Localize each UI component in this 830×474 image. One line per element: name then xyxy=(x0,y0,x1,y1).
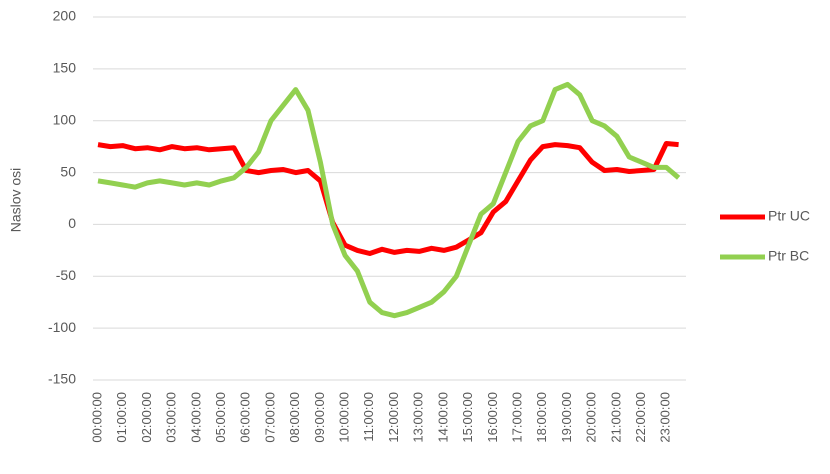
y-tick-label: 0 xyxy=(68,215,76,231)
x-tick-label: 20:00:00 xyxy=(584,392,599,443)
x-tick-label: 13:00:00 xyxy=(411,392,426,443)
legend-label: Ptr UC xyxy=(768,208,810,224)
x-tick-label: 12:00:00 xyxy=(386,392,401,443)
x-tick-label: 14:00:00 xyxy=(435,392,450,443)
y-tick-label: 100 xyxy=(53,111,77,127)
x-tick-label: 11:00:00 xyxy=(361,392,376,442)
y-axis-label: Naslov osi xyxy=(8,168,24,233)
y-tick-label: -150 xyxy=(48,371,76,387)
y-tick-label: -100 xyxy=(48,319,76,335)
y-tick-label: -50 xyxy=(56,267,76,283)
y-tick-label: 150 xyxy=(53,60,77,76)
x-tick-label: 16:00:00 xyxy=(485,392,500,443)
x-tick-label: 17:00:00 xyxy=(509,392,524,443)
x-tick-label: 05:00:00 xyxy=(213,392,228,443)
series-line xyxy=(97,141,679,256)
legend-label: Ptr BC xyxy=(768,248,809,264)
x-tick-label: 22:00:00 xyxy=(633,392,648,443)
x-tick-label: 08:00:00 xyxy=(287,392,302,443)
y-tick-label: 50 xyxy=(60,163,76,179)
x-tick-label: 06:00:00 xyxy=(238,392,253,443)
x-tick-label: 19:00:00 xyxy=(559,392,574,443)
series-line xyxy=(97,81,681,319)
x-tick-label: 18:00:00 xyxy=(534,392,549,443)
x-tick-label: 00:00:00 xyxy=(89,392,104,443)
x-tick-label: 01:00:00 xyxy=(114,392,129,443)
x-tick-label: 10:00:00 xyxy=(337,392,352,443)
x-tick-label: 09:00:00 xyxy=(312,392,327,443)
y-tick-label: 200 xyxy=(53,8,77,24)
x-tick-label: 21:00:00 xyxy=(608,392,623,443)
x-tick-label: 03:00:00 xyxy=(164,392,179,443)
x-tick-label: 15:00:00 xyxy=(460,392,475,443)
x-tick-label: 07:00:00 xyxy=(262,392,277,443)
x-tick-label: 02:00:00 xyxy=(139,392,154,443)
x-tick-label: 23:00:00 xyxy=(658,392,673,443)
x-tick-label: 04:00:00 xyxy=(188,392,203,443)
